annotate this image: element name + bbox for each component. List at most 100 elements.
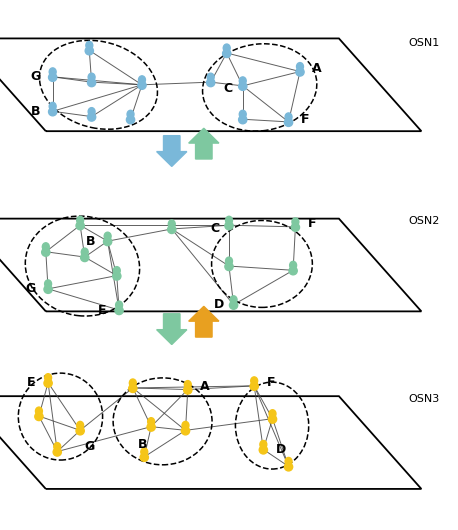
Ellipse shape <box>168 225 176 234</box>
Ellipse shape <box>184 386 192 394</box>
Circle shape <box>230 296 237 304</box>
Circle shape <box>42 243 49 251</box>
Circle shape <box>184 381 191 388</box>
Text: OSN2: OSN2 <box>408 216 440 226</box>
Ellipse shape <box>49 73 57 82</box>
Ellipse shape <box>140 453 148 462</box>
Circle shape <box>239 110 246 118</box>
Circle shape <box>54 443 61 450</box>
Circle shape <box>35 407 43 415</box>
Circle shape <box>115 301 123 309</box>
Text: D: D <box>276 443 286 456</box>
Ellipse shape <box>239 116 247 124</box>
Text: F: F <box>308 217 316 231</box>
Ellipse shape <box>81 253 89 262</box>
Ellipse shape <box>138 81 146 90</box>
Ellipse shape <box>289 267 297 275</box>
Polygon shape <box>189 306 219 337</box>
Ellipse shape <box>129 384 137 393</box>
Polygon shape <box>157 136 187 166</box>
Circle shape <box>113 267 120 275</box>
Circle shape <box>225 257 233 265</box>
Ellipse shape <box>35 412 43 421</box>
Ellipse shape <box>296 68 304 76</box>
Ellipse shape <box>76 427 84 435</box>
Circle shape <box>76 216 84 224</box>
Circle shape <box>49 68 56 76</box>
Ellipse shape <box>113 272 121 280</box>
Ellipse shape <box>87 113 96 121</box>
Ellipse shape <box>181 427 190 435</box>
Circle shape <box>207 73 214 81</box>
Text: A: A <box>312 62 322 75</box>
Text: G: G <box>84 440 94 453</box>
Ellipse shape <box>44 285 52 294</box>
Polygon shape <box>189 128 219 159</box>
Text: F: F <box>267 376 275 390</box>
Text: B: B <box>137 438 147 451</box>
Ellipse shape <box>268 415 277 423</box>
Text: C: C <box>224 82 233 95</box>
Text: G: G <box>26 282 36 295</box>
Circle shape <box>147 418 155 426</box>
Text: A: A <box>200 380 210 393</box>
Ellipse shape <box>284 118 293 127</box>
Text: E: E <box>98 304 107 316</box>
Ellipse shape <box>291 223 300 232</box>
Ellipse shape <box>115 306 123 315</box>
Circle shape <box>292 218 299 226</box>
Text: F: F <box>301 112 310 126</box>
Ellipse shape <box>207 78 215 87</box>
Circle shape <box>182 421 189 429</box>
Text: OSN3: OSN3 <box>409 394 440 404</box>
Ellipse shape <box>259 446 267 454</box>
Ellipse shape <box>76 222 84 230</box>
Circle shape <box>49 102 56 110</box>
Ellipse shape <box>53 448 61 456</box>
Circle shape <box>285 457 292 465</box>
Text: D: D <box>213 298 224 311</box>
Ellipse shape <box>87 78 96 87</box>
Circle shape <box>239 77 246 85</box>
Ellipse shape <box>49 108 57 116</box>
Circle shape <box>127 110 134 118</box>
Text: C: C <box>210 222 219 235</box>
Ellipse shape <box>225 222 233 230</box>
Circle shape <box>44 280 52 288</box>
Text: E: E <box>27 376 36 389</box>
Text: B: B <box>86 235 95 248</box>
Ellipse shape <box>42 248 50 257</box>
Circle shape <box>86 41 93 49</box>
Ellipse shape <box>44 379 52 387</box>
Circle shape <box>296 63 304 70</box>
Ellipse shape <box>147 423 155 431</box>
Circle shape <box>138 76 146 84</box>
Circle shape <box>104 232 111 240</box>
Circle shape <box>223 44 230 52</box>
Circle shape <box>168 220 175 228</box>
Circle shape <box>44 374 52 382</box>
Ellipse shape <box>239 82 247 91</box>
Circle shape <box>81 248 88 256</box>
Text: B: B <box>31 105 40 118</box>
Ellipse shape <box>225 262 233 271</box>
Circle shape <box>260 440 267 448</box>
Circle shape <box>289 261 297 269</box>
Ellipse shape <box>229 301 238 310</box>
Ellipse shape <box>223 49 231 58</box>
Circle shape <box>251 377 258 385</box>
Circle shape <box>76 421 84 429</box>
Circle shape <box>269 410 276 418</box>
Polygon shape <box>157 314 187 344</box>
Circle shape <box>285 113 292 121</box>
Ellipse shape <box>284 463 293 471</box>
Ellipse shape <box>126 116 135 124</box>
Text: G: G <box>30 70 40 83</box>
Ellipse shape <box>85 47 93 55</box>
Ellipse shape <box>104 237 112 246</box>
Circle shape <box>225 216 233 224</box>
Text: OSN1: OSN1 <box>409 38 440 48</box>
Circle shape <box>129 379 136 387</box>
Circle shape <box>141 448 148 456</box>
Circle shape <box>88 73 95 81</box>
